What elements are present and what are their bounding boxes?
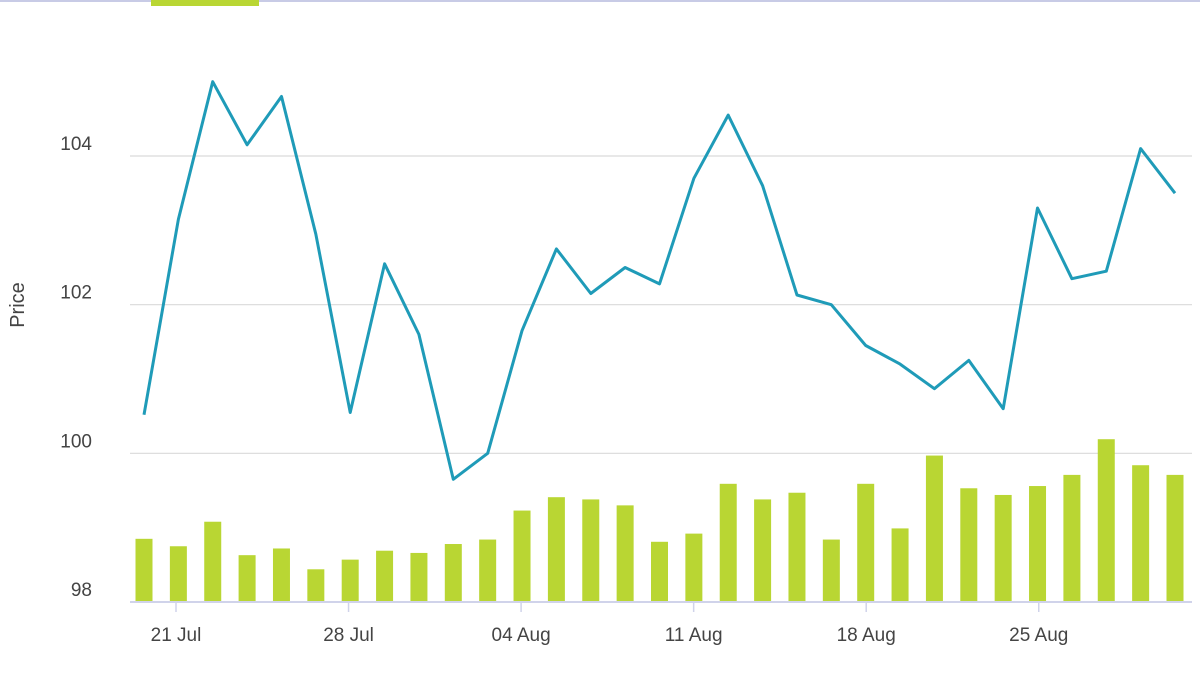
bar-8 — [410, 552, 428, 602]
bar-16 — [685, 533, 703, 602]
bar-3 — [238, 555, 256, 602]
bar-18 — [754, 499, 772, 602]
bar-21 — [857, 483, 875, 602]
axes: 98 100 102 104 21 Jul 28 Jul 04 Aug 11 Aug 18 Au… — [60, 134, 1192, 646]
x-tick-label-0: 21 Jul — [151, 625, 202, 646]
top-rule — [0, 0, 1200, 2]
bar-1 — [169, 546, 187, 602]
grid-lines — [130, 155, 1192, 454]
bar-26 — [1029, 486, 1047, 602]
bar-30 — [1166, 474, 1184, 602]
line-series — [142, 80, 1177, 481]
y-tick-label-104: 104 — [60, 134, 92, 155]
price-line — [142, 80, 1177, 481]
bar-2 — [204, 521, 222, 602]
bar-27 — [1063, 474, 1081, 602]
bar-22 — [891, 528, 909, 602]
y-tick-label-100: 100 — [60, 431, 92, 452]
bar-10 — [479, 539, 497, 602]
bar-19 — [788, 492, 806, 602]
bar-4 — [272, 548, 290, 602]
bar-7 — [376, 550, 394, 602]
active-tab-indicator[interactable] — [151, 0, 259, 6]
x-tick-label-1: 28 Jul — [323, 625, 374, 646]
bar-24 — [960, 488, 978, 602]
bar-13 — [582, 499, 600, 602]
bar-series — [135, 439, 1184, 602]
bar-20 — [822, 539, 840, 602]
x-tick-label-5: 25 Aug — [1009, 625, 1068, 646]
y-axis-label: Price — [7, 282, 29, 328]
bar-0 — [135, 538, 153, 602]
bar-12 — [547, 497, 565, 602]
bar-11 — [513, 510, 531, 602]
bar-17 — [719, 483, 737, 602]
bar-14 — [616, 505, 634, 602]
x-tick-label-2: 04 Aug — [492, 625, 551, 646]
bar-5 — [307, 569, 325, 602]
y-tick-label-102: 102 — [60, 283, 92, 304]
bar-25 — [994, 494, 1012, 602]
x-tick-label-3: 11 Aug — [665, 625, 723, 646]
bar-29 — [1132, 465, 1150, 602]
x-tick-label-4: 18 Aug — [837, 625, 896, 646]
bar-9 — [444, 544, 462, 602]
bar-28 — [1097, 439, 1115, 602]
bar-15 — [651, 541, 668, 602]
bar-6 — [341, 559, 359, 602]
y-tick-label-98: 98 — [71, 580, 92, 601]
bar-23 — [925, 455, 943, 602]
